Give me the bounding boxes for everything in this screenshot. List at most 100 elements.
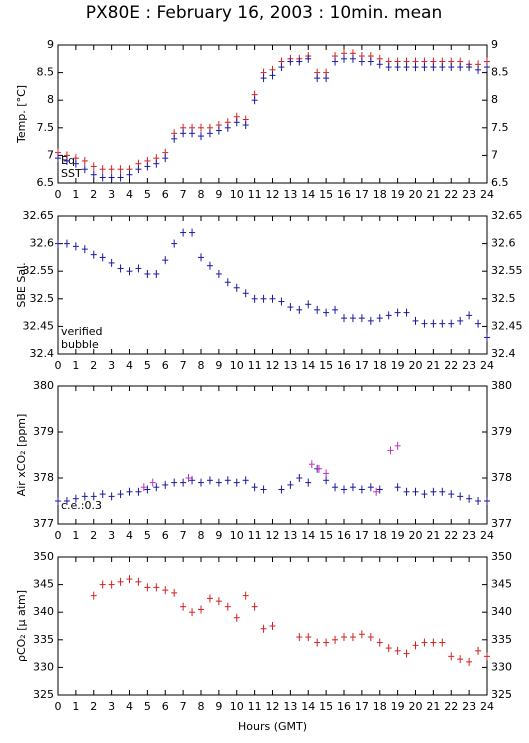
data-point <box>126 170 133 179</box>
x-tick-label: 15 <box>319 188 333 201</box>
x-tick-label: 22 <box>444 359 458 372</box>
data-point <box>224 278 231 287</box>
data-point <box>278 485 285 494</box>
data-point <box>260 294 267 303</box>
y-tick-label: 32.65 <box>23 209 55 222</box>
y-tick-label: 330 <box>33 660 54 673</box>
data-point <box>376 314 383 323</box>
x-tick-label: 5 <box>144 529 151 542</box>
x-tick-label: 3 <box>108 188 115 201</box>
x-axis-label: Hours (GMT) <box>238 720 307 733</box>
x-tick-label: 8 <box>198 529 205 542</box>
x-tick-label: 9 <box>215 700 222 713</box>
x-tick-label: 9 <box>215 188 222 201</box>
data-point <box>135 577 142 586</box>
x-tick-label: 20 <box>409 529 423 542</box>
data-point <box>412 316 419 325</box>
data-point <box>421 63 428 72</box>
data-point <box>108 165 115 174</box>
data-point <box>394 646 401 655</box>
data-point <box>149 478 156 487</box>
data-point <box>358 314 365 323</box>
data-point <box>287 480 294 489</box>
x-tick-label: 14 <box>301 359 315 372</box>
data-point <box>421 319 428 328</box>
data-point <box>376 485 383 494</box>
data-point <box>233 283 240 292</box>
x-tick-label: 21 <box>426 529 440 542</box>
data-point <box>439 638 446 647</box>
x-tick-label: 22 <box>444 700 458 713</box>
data-point <box>206 129 213 138</box>
data-point <box>323 638 330 647</box>
data-point <box>108 173 115 182</box>
data-point <box>72 242 79 251</box>
data-point <box>81 156 88 165</box>
data-point <box>430 319 437 328</box>
data-point <box>224 602 231 611</box>
y-tick-label: 32.55 <box>23 264 55 277</box>
x-tick-label: 18 <box>373 529 387 542</box>
data-point <box>421 490 428 499</box>
data-point <box>421 638 428 647</box>
y-tick-label: 379 <box>33 425 54 438</box>
x-tick-label: 17 <box>355 359 369 372</box>
data-point <box>260 624 267 633</box>
x-tick-label: 6 <box>162 359 169 372</box>
x-tick-label: 9 <box>215 359 222 372</box>
x-tick-label: 5 <box>144 359 151 372</box>
y-tick-label: 32.6 <box>491 237 516 250</box>
x-tick-label: 10 <box>230 529 244 542</box>
x-tick-label: 23 <box>462 700 476 713</box>
data-point <box>367 57 374 66</box>
y-tick-label: 7.5 <box>37 121 55 134</box>
data-point <box>296 57 303 66</box>
data-point <box>385 311 392 320</box>
data-point <box>349 54 356 63</box>
x-tick-label: 9 <box>215 529 222 542</box>
data-point <box>412 63 419 72</box>
data-point <box>376 638 383 647</box>
data-point <box>251 483 258 492</box>
plot-frame <box>57 44 488 184</box>
data-point <box>358 485 365 494</box>
x-tick-label: 21 <box>426 700 440 713</box>
data-point <box>349 633 356 642</box>
data-point <box>439 487 446 496</box>
x-tick-label: 4 <box>126 529 133 542</box>
data-point <box>367 316 374 325</box>
data-point <box>171 134 178 143</box>
data-point <box>90 492 97 501</box>
x-tick-label: 12 <box>266 529 280 542</box>
x-tick-label: 10 <box>230 700 244 713</box>
data-point <box>387 446 394 455</box>
data-point <box>144 485 151 494</box>
data-point <box>144 269 151 278</box>
data-point <box>153 159 160 168</box>
data-point <box>81 245 88 254</box>
data-point <box>466 494 473 503</box>
data-point <box>189 129 196 138</box>
data-point <box>287 303 294 312</box>
y-tick-label: 325 <box>33 688 54 701</box>
x-tick-label: 19 <box>391 529 405 542</box>
data-point <box>126 267 133 276</box>
data-point <box>90 250 97 259</box>
data-point <box>117 577 124 586</box>
x-tick-label: 5 <box>144 700 151 713</box>
data-point <box>215 269 222 278</box>
data-point <box>439 319 446 328</box>
data-point <box>117 490 124 499</box>
x-tick-label: 15 <box>319 529 333 542</box>
data-point <box>269 294 276 303</box>
y-axis-label: SBE Sal. <box>15 262 28 307</box>
data-point <box>278 63 285 72</box>
data-point <box>215 597 222 606</box>
y-tick-label: 379 <box>491 425 512 438</box>
data-point <box>457 492 464 501</box>
y-tick-label: 32.6 <box>30 237 55 250</box>
data-point <box>341 485 347 494</box>
x-tick-label: 24 <box>480 188 494 201</box>
data-point <box>63 156 70 165</box>
